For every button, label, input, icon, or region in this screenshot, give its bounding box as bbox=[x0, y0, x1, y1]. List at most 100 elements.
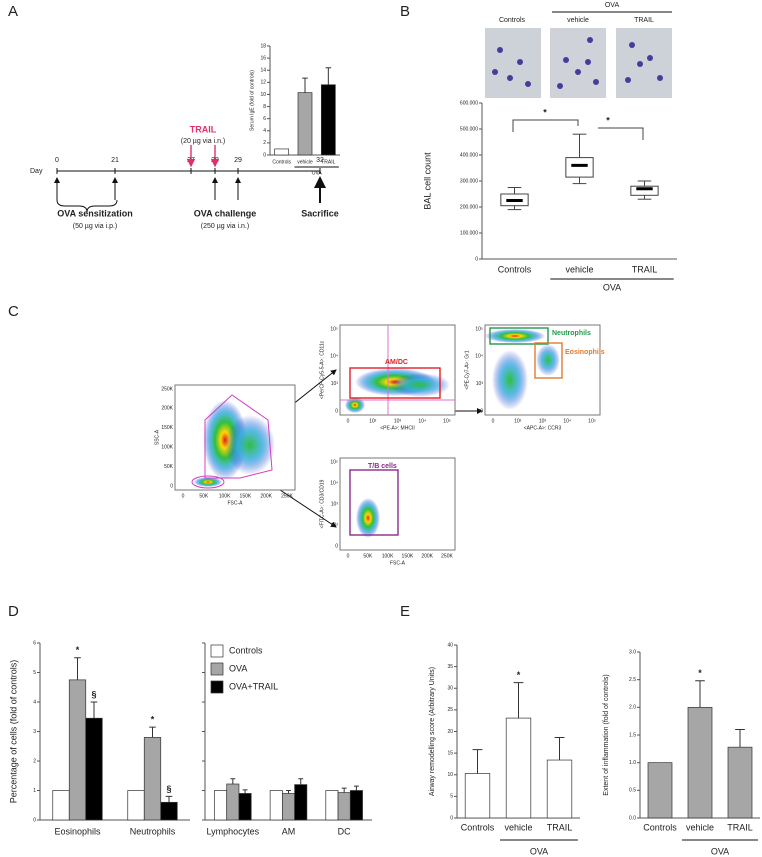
x-axis-label: <APC-A>: CCR3 bbox=[524, 425, 562, 431]
error-bar bbox=[302, 77, 308, 93]
micrograph bbox=[485, 28, 541, 98]
y-tick-label: 400.000 bbox=[460, 152, 478, 158]
error-bar bbox=[286, 790, 291, 794]
y-tick-label: 3 bbox=[33, 729, 36, 735]
bar bbox=[647, 762, 673, 819]
gate bbox=[534, 342, 563, 379]
cell bbox=[507, 75, 513, 81]
cell bbox=[563, 57, 569, 63]
y-tick-label: 150K bbox=[161, 425, 173, 431]
treatment-dose: (20 µg via i.n.) bbox=[181, 138, 226, 145]
y-tick-label: 40 bbox=[447, 642, 453, 648]
bar bbox=[337, 792, 351, 821]
y-tick-label: 6 bbox=[33, 640, 36, 646]
x-tick-label: 10⁴ bbox=[563, 418, 571, 424]
x-tick-label: TRAIL bbox=[727, 822, 753, 832]
group-label: OVA bbox=[711, 846, 729, 856]
y-tick-label: 4 bbox=[33, 699, 36, 705]
y-tick-label: 10 bbox=[447, 772, 453, 778]
legend-label: Controls bbox=[229, 645, 263, 655]
annotation: * bbox=[517, 670, 521, 680]
panel-label: A bbox=[8, 3, 18, 20]
y-axis-label: Extent of inflammation (fold of controls… bbox=[603, 674, 610, 795]
bar bbox=[238, 793, 252, 821]
group-label: OVA bbox=[530, 846, 548, 856]
x-tick-label: TRAIL bbox=[547, 822, 573, 832]
gate bbox=[349, 469, 399, 536]
gate bbox=[489, 327, 549, 345]
y-tick-label: 2.5 bbox=[629, 677, 636, 683]
density bbox=[225, 415, 275, 475]
event-label: OVA sensitization bbox=[57, 208, 133, 218]
y-axis-label: SSC-A bbox=[154, 429, 160, 445]
y-tick-label: 10⁵ bbox=[330, 326, 338, 332]
x-tick-label: 50K bbox=[363, 553, 373, 559]
bar bbox=[297, 92, 313, 156]
y-tick-label: 0 bbox=[475, 256, 478, 262]
error-bar bbox=[230, 778, 236, 785]
bar bbox=[52, 790, 70, 821]
bar bbox=[214, 790, 228, 821]
x-tick-label: 250K bbox=[281, 493, 293, 499]
bar bbox=[687, 706, 713, 819]
x-tick-label: TRAIL bbox=[632, 264, 658, 274]
error-bar bbox=[735, 728, 745, 748]
panel-label: C bbox=[8, 303, 19, 320]
annotation: § bbox=[166, 784, 171, 794]
y-tick-label: 200.000 bbox=[460, 204, 478, 210]
y-tick-label: 200K bbox=[161, 406, 173, 412]
x-tick-label: 100K bbox=[219, 493, 231, 499]
x-tick-label: 200K bbox=[421, 553, 433, 559]
y-tick-label: 0 bbox=[33, 817, 36, 823]
y-tick-label: 3.0 bbox=[629, 649, 636, 655]
cell bbox=[647, 55, 653, 61]
y-axis-label: <PE-Cy7-A>: Gr1 bbox=[464, 350, 470, 389]
x-tick-label: DC bbox=[338, 826, 351, 836]
error-bar bbox=[472, 749, 483, 774]
micrograph-label: TRAIL bbox=[634, 17, 654, 24]
x-tick-label: 10⁵ bbox=[443, 418, 451, 424]
y-tick-label: 100K bbox=[161, 445, 173, 451]
y-tick-label: 10² bbox=[331, 522, 339, 528]
x-tick-label: Eosinophils bbox=[54, 826, 101, 836]
y-tick-label: 10 bbox=[260, 92, 266, 98]
legend-swatch bbox=[210, 662, 224, 676]
gate bbox=[349, 367, 441, 399]
annotation: * bbox=[151, 714, 155, 724]
y-tick-label: 0 bbox=[450, 815, 453, 821]
density bbox=[194, 477, 222, 487]
x-axis-label: FSC-A bbox=[228, 500, 244, 506]
error-bar bbox=[298, 778, 304, 785]
brace bbox=[56, 199, 118, 213]
density bbox=[485, 329, 545, 343]
cell bbox=[585, 59, 591, 65]
legend-label: OVA+TRAIL bbox=[229, 681, 278, 691]
y-tick-label: 1 bbox=[33, 788, 36, 794]
y-tick-label: 15 bbox=[447, 750, 453, 756]
y-tick-label: 100.000 bbox=[460, 230, 478, 236]
y-tick-label: 1.0 bbox=[629, 760, 636, 766]
day-label: 21 bbox=[111, 157, 119, 164]
bar bbox=[127, 790, 145, 821]
day-label: 29 bbox=[234, 157, 242, 164]
density bbox=[390, 373, 450, 397]
annotation: * bbox=[76, 645, 80, 655]
bar bbox=[143, 737, 162, 821]
y-axis-label: <PerCP-Cy5-5-A>: CD11c bbox=[319, 340, 325, 399]
gate bbox=[204, 394, 273, 479]
y-tick-label: 5 bbox=[450, 794, 453, 800]
panel-label: D bbox=[8, 603, 19, 620]
cell bbox=[637, 61, 643, 67]
group-label: OVA bbox=[312, 170, 323, 176]
y-tick-label: 250K bbox=[161, 386, 173, 392]
event-dose: (250 µg via i.n.) bbox=[201, 223, 249, 230]
significance-bracket bbox=[598, 127, 644, 140]
y-tick-label: 0.0 bbox=[629, 815, 636, 821]
group-label: OVA bbox=[605, 2, 620, 9]
y-tick-label: 16 bbox=[260, 55, 266, 61]
x-tick-label: Lymphocytes bbox=[206, 826, 259, 836]
gate-label: T/B cells bbox=[368, 463, 397, 470]
y-tick-label: 600.000 bbox=[460, 100, 478, 106]
